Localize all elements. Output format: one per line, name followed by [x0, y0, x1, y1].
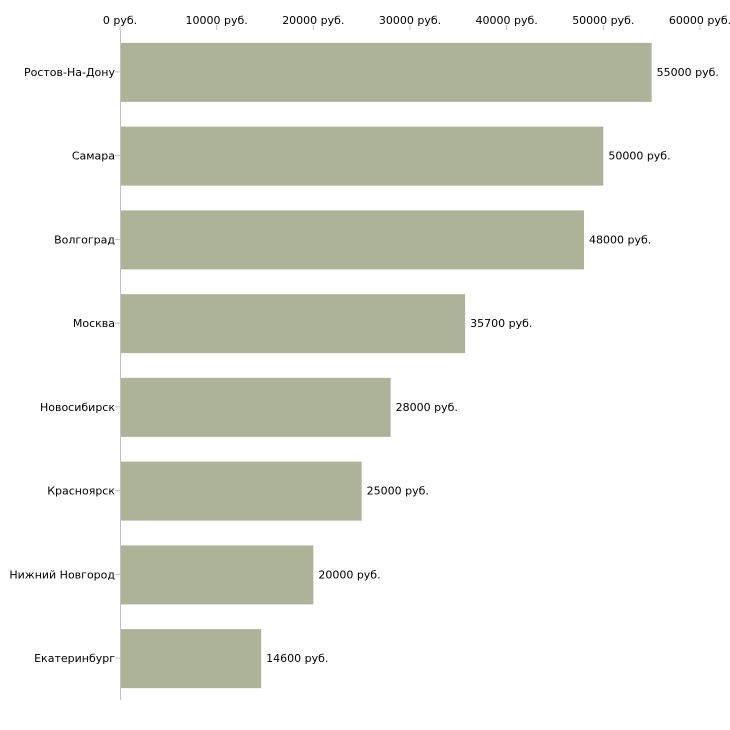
- x-tick-label: 60000 руб.: [669, 14, 730, 27]
- bar[interactable]: [120, 461, 362, 521]
- x-tick-label: 40000 руб.: [476, 14, 538, 27]
- bars: 55000 руб. 50000 руб. 48000 руб. 35700 руб.…: [120, 42, 719, 689]
- bar[interactable]: [120, 42, 652, 102]
- bar[interactable]: [120, 126, 604, 186]
- bar[interactable]: [120, 545, 314, 605]
- x-tick-label: 50000 руб.: [572, 14, 634, 27]
- value-label: 50000 руб.: [608, 150, 670, 163]
- value-label: 55000 руб.: [657, 66, 719, 79]
- category-label: Волгоград: [54, 233, 115, 246]
- bar[interactable]: [120, 629, 262, 689]
- bar[interactable]: [120, 377, 391, 437]
- category-label: Нижний Новгород: [9, 568, 115, 581]
- x-axis-ticks: 0 руб. 10000 руб. 20000 руб. 30000 руб. 4000…: [103, 14, 730, 30]
- category-label: Екатеринбург: [34, 652, 115, 665]
- category-label: Самара: [72, 150, 115, 163]
- category-label: Москва: [73, 317, 115, 330]
- value-label: 35700 руб.: [470, 317, 532, 330]
- category-label: Ростов-На-Дону: [24, 66, 115, 79]
- category-label: Новосибирск: [40, 401, 115, 414]
- bar[interactable]: [120, 294, 466, 354]
- value-label: 20000 руб.: [318, 568, 380, 581]
- value-label: 28000 руб.: [396, 401, 458, 414]
- x-tick-label: 0 руб.: [103, 14, 137, 27]
- value-label: 25000 руб.: [367, 485, 429, 498]
- category-label: Красноярск: [47, 485, 115, 498]
- value-label: 14600 руб.: [266, 652, 328, 665]
- value-label: 48000 руб.: [589, 233, 651, 246]
- x-tick-label: 20000 руб.: [282, 14, 344, 27]
- bar[interactable]: [120, 210, 584, 270]
- axes: Ростов-На-Дону Самара Волгоград Москва Новос…: [9, 30, 121, 700]
- x-tick-label: 10000 руб.: [186, 14, 248, 27]
- x-tick-label: 30000 руб.: [379, 14, 441, 27]
